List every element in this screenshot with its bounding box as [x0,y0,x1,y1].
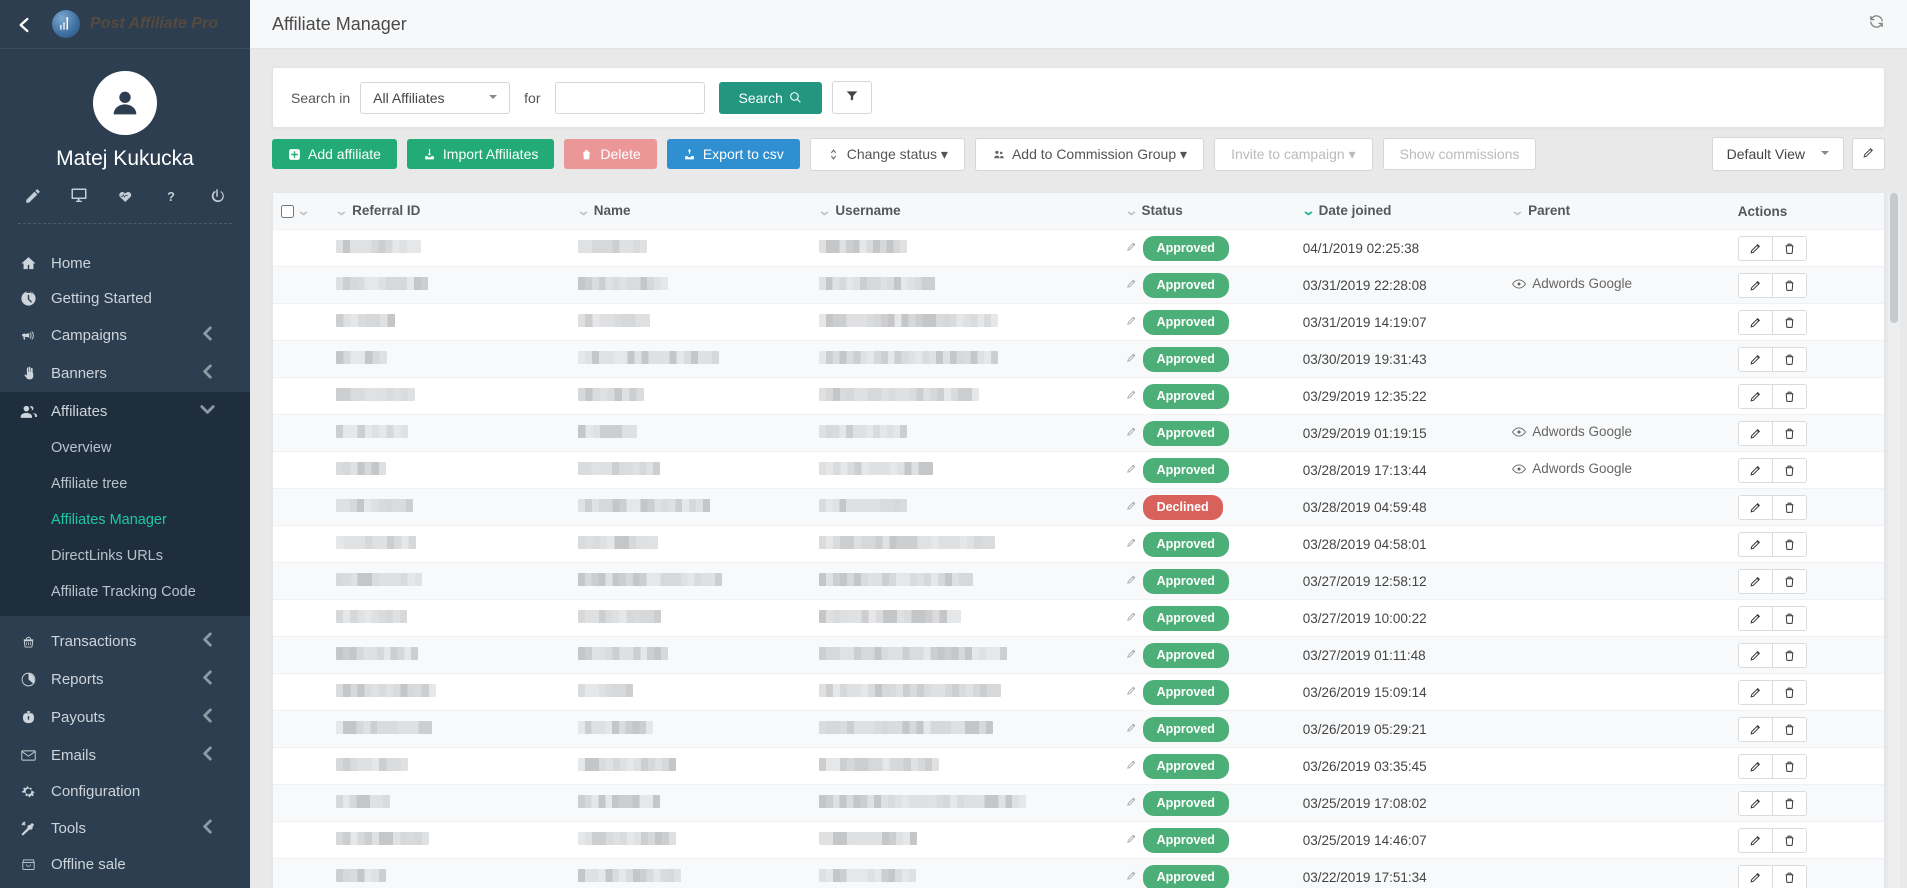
svg-text:?: ? [167,189,175,204]
